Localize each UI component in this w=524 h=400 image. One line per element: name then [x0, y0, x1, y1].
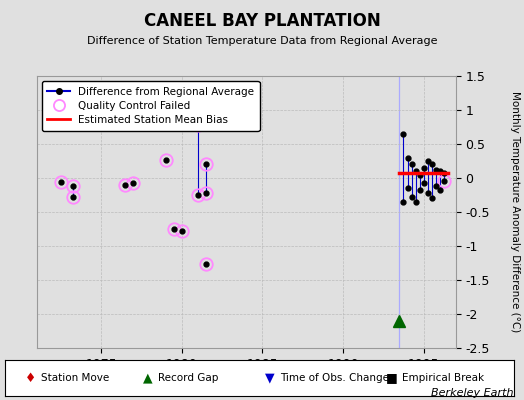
Text: ♦: ♦ — [25, 372, 36, 384]
Text: Difference of Station Temperature Data from Regional Average: Difference of Station Temperature Data f… — [87, 36, 437, 46]
Text: CANEEL BAY PLANTATION: CANEEL BAY PLANTATION — [144, 12, 380, 30]
Legend: Difference from Regional Average, Quality Control Failed, Estimated Station Mean: Difference from Regional Average, Qualit… — [42, 81, 259, 131]
Text: ■: ■ — [386, 372, 397, 384]
Text: Record Gap: Record Gap — [158, 373, 218, 383]
Text: ▼: ▼ — [265, 372, 275, 384]
Text: ▲: ▲ — [143, 372, 152, 384]
Text: Time of Obs. Change: Time of Obs. Change — [280, 373, 389, 383]
Y-axis label: Monthly Temperature Anomaly Difference (°C): Monthly Temperature Anomaly Difference (… — [509, 91, 520, 333]
Text: Station Move: Station Move — [41, 373, 109, 383]
Text: Empirical Break: Empirical Break — [402, 373, 484, 383]
Text: Berkeley Earth: Berkeley Earth — [431, 388, 514, 398]
